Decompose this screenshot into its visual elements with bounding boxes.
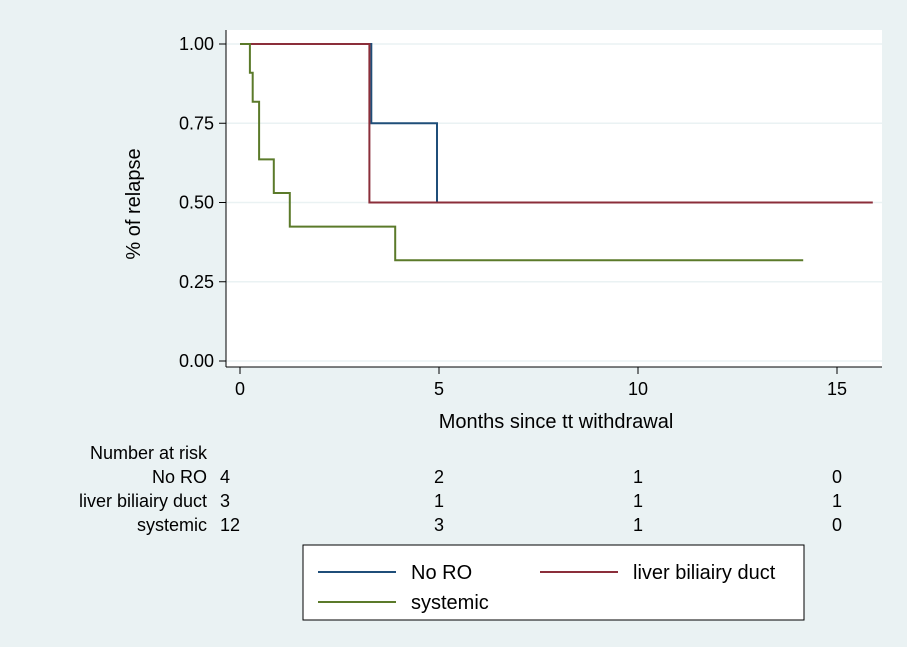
risk-table: Number at risk No RO 4 2 1 0 liver biliairy d…: [79, 443, 842, 535]
x-axis-ticks: 0 5 10 15: [235, 367, 847, 399]
series-line-systemic: [240, 43, 804, 262]
x-tick-label: 15: [827, 379, 847, 399]
risk-table-rows: No RO 4 2 1 0 liver biliairy duct 3 1 1 1 systemic…: [79, 467, 842, 535]
risk-value: 2: [434, 467, 444, 487]
risk-value: 3: [220, 491, 230, 511]
risk-value: 1: [434, 491, 444, 511]
risk-value: 1: [633, 515, 643, 535]
risk-row-label: systemic: [137, 515, 207, 535]
legend: No RO liver biliairy duct systemic: [302, 544, 805, 621]
legend-label-liver-biliairy-duct: liver biliairy duct: [633, 562, 776, 584]
risk-value: 1: [633, 491, 643, 511]
x-tick-label: 5: [434, 379, 444, 399]
risk-value: 1: [832, 491, 842, 511]
risk-table-title: Number at risk: [90, 443, 208, 463]
plot-area: [226, 30, 882, 367]
risk-row-label: liver biliairy duct: [79, 491, 207, 511]
y-axis-ticks: 0.00 0.25 0.50 0.75 1.00: [179, 34, 226, 371]
y-tick-label: 0.75: [179, 113, 214, 133]
risk-value: 1: [633, 467, 643, 487]
y-tick-label: 1.00: [179, 34, 214, 54]
series-line-liver-biliairy-duct: [240, 43, 873, 204]
legend-label-systemic: systemic: [411, 592, 489, 614]
risk-row-label: No RO: [152, 467, 207, 487]
risk-value: 4: [220, 467, 230, 487]
legend-box: [302, 544, 805, 621]
y-tick-label: 0.00: [179, 351, 214, 371]
risk-value: 0: [832, 515, 842, 535]
legend-label-no-ro: No RO: [411, 562, 472, 584]
risk-value: 3: [434, 515, 444, 535]
y-tick-label: 0.25: [179, 272, 214, 292]
x-tick-label: 10: [628, 379, 648, 399]
y-axis-label: % of relapse: [123, 148, 145, 259]
risk-value: 0: [832, 467, 842, 487]
series-lines: [240, 43, 873, 262]
y-tick-label: 0.50: [179, 193, 214, 213]
risk-value: 12: [220, 515, 240, 535]
x-axis-label: Months since tt withdrawal: [439, 411, 674, 433]
x-tick-label: 0: [235, 379, 245, 399]
